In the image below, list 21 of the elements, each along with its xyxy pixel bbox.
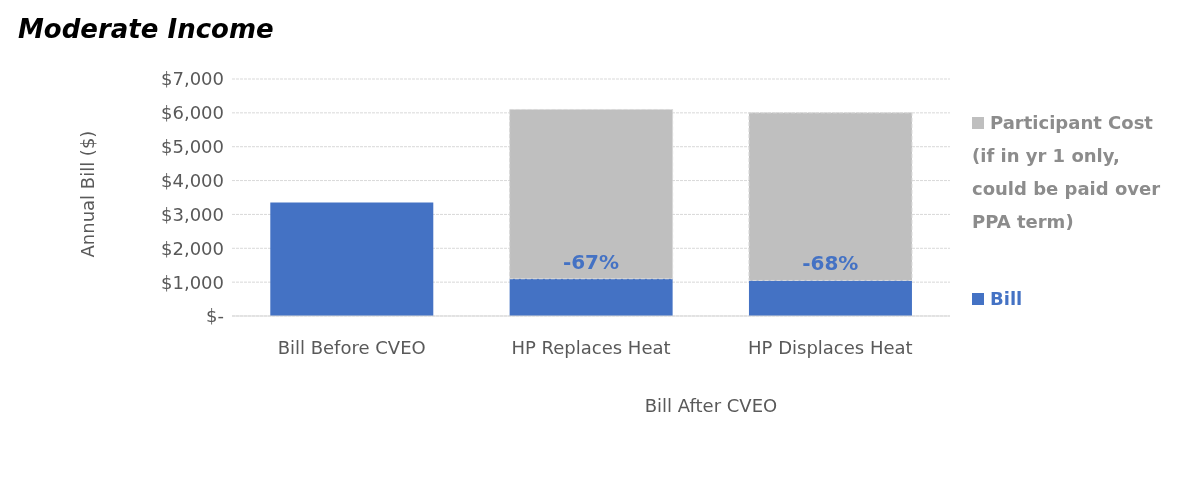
y-tick-label: $2,000	[161, 237, 224, 259]
chart-title: Moderate Income	[18, 14, 274, 44]
y-tick-label: $3,000	[161, 203, 224, 225]
bar	[748, 280, 912, 316]
annotation: -67%	[562, 249, 620, 274]
y-tick-label: $7,000	[161, 68, 224, 90]
bar	[270, 202, 434, 316]
y-tick-label: $4,000	[161, 169, 224, 191]
x-tick-label: Bill Before CVEO	[277, 337, 426, 358]
x-tick-label: HP Displaces Heat	[748, 337, 913, 358]
legend-label: Participant Cost (if in yr 1 only, could be paid over PPA term)	[972, 111, 1162, 234]
y-tick-label: $5,000	[161, 136, 224, 158]
y-tick-label: $-	[206, 305, 224, 327]
legend-label: Bill	[989, 287, 1024, 311]
y-axis-title: Annual Bill ($)	[77, 130, 99, 258]
x-tick-label: HP Replaces Heat	[511, 337, 671, 358]
text: Bill After CVEO	[644, 395, 778, 416]
y-tick-label: $1,000	[161, 271, 224, 293]
bar	[509, 278, 673, 316]
annotation: -68%	[802, 251, 859, 276]
y-tick-label: $6,000	[161, 102, 224, 124]
